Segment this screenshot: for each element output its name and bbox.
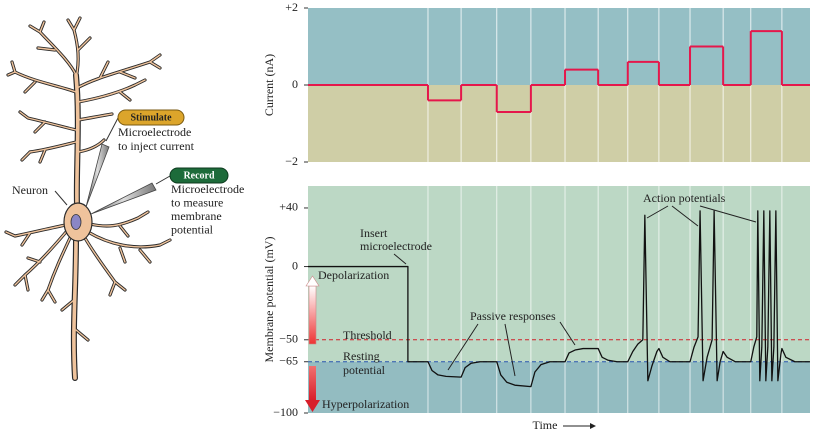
- stimulating-electrode: [85, 143, 110, 208]
- background-lower: [308, 85, 810, 162]
- stimulate-label: Stimulate: [130, 112, 172, 123]
- depolarization-label: Depolarization: [318, 268, 389, 282]
- background-upper: [308, 186, 810, 362]
- membrane-trace: [308, 210, 810, 388]
- y-tick-label: −50: [279, 332, 298, 346]
- measure-label: Microelectrode to measure membrane potentia…: [171, 182, 244, 237]
- arrow-head: [590, 423, 596, 429]
- nucleus: [70, 214, 82, 230]
- record-label: Record: [183, 170, 215, 181]
- y-tick-label: −100: [273, 405, 298, 419]
- leader-line: [393, 253, 407, 265]
- y-axis-label: Membrane potential (mV): [262, 237, 276, 363]
- hyperpolarization-label: Hyperpolarization: [322, 397, 409, 411]
- background-lower: [308, 361, 810, 413]
- arrow-head: [305, 400, 320, 412]
- x-axis-label: Time: [533, 418, 558, 432]
- threshold-label: Threshold: [343, 328, 392, 342]
- background-upper: [308, 8, 810, 85]
- stimulate-pill: [117, 109, 185, 126]
- action-label: Action potentials: [643, 191, 726, 205]
- leader-line: [447, 321, 576, 377]
- resting-label: Resting potential: [343, 349, 386, 377]
- arrow-head: [305, 275, 320, 287]
- insert-label: Insert microelectrode: [360, 226, 432, 253]
- leader-line: [105, 117, 119, 142]
- charts: −2 0 +2 Current (nA) −100 −65 −50 0 +40 Membrane …: [262, 0, 810, 432]
- depolarization-arrow: [308, 285, 317, 345]
- leader-line: [54, 190, 68, 206]
- inject-label: Microelectrode to inject current: [118, 125, 195, 153]
- leader-line: [646, 205, 757, 227]
- y-tick-label: +40: [279, 200, 298, 214]
- y-tick-label: 0: [292, 77, 298, 91]
- y-tick-label: −65: [279, 353, 298, 367]
- y-axis-label: Current (nA): [262, 54, 276, 116]
- hyperpolarization-arrow: [309, 366, 316, 400]
- recording-electrode: [90, 182, 157, 215]
- passive-label: Passive responses: [470, 309, 556, 323]
- y-tick-label: +2: [285, 0, 298, 14]
- y-tick-label: −2: [285, 154, 298, 168]
- leader-line: [155, 175, 171, 185]
- neuron-label: Neuron: [12, 183, 48, 197]
- record-pill: [169, 167, 229, 184]
- y-tick-label: 0: [292, 258, 298, 272]
